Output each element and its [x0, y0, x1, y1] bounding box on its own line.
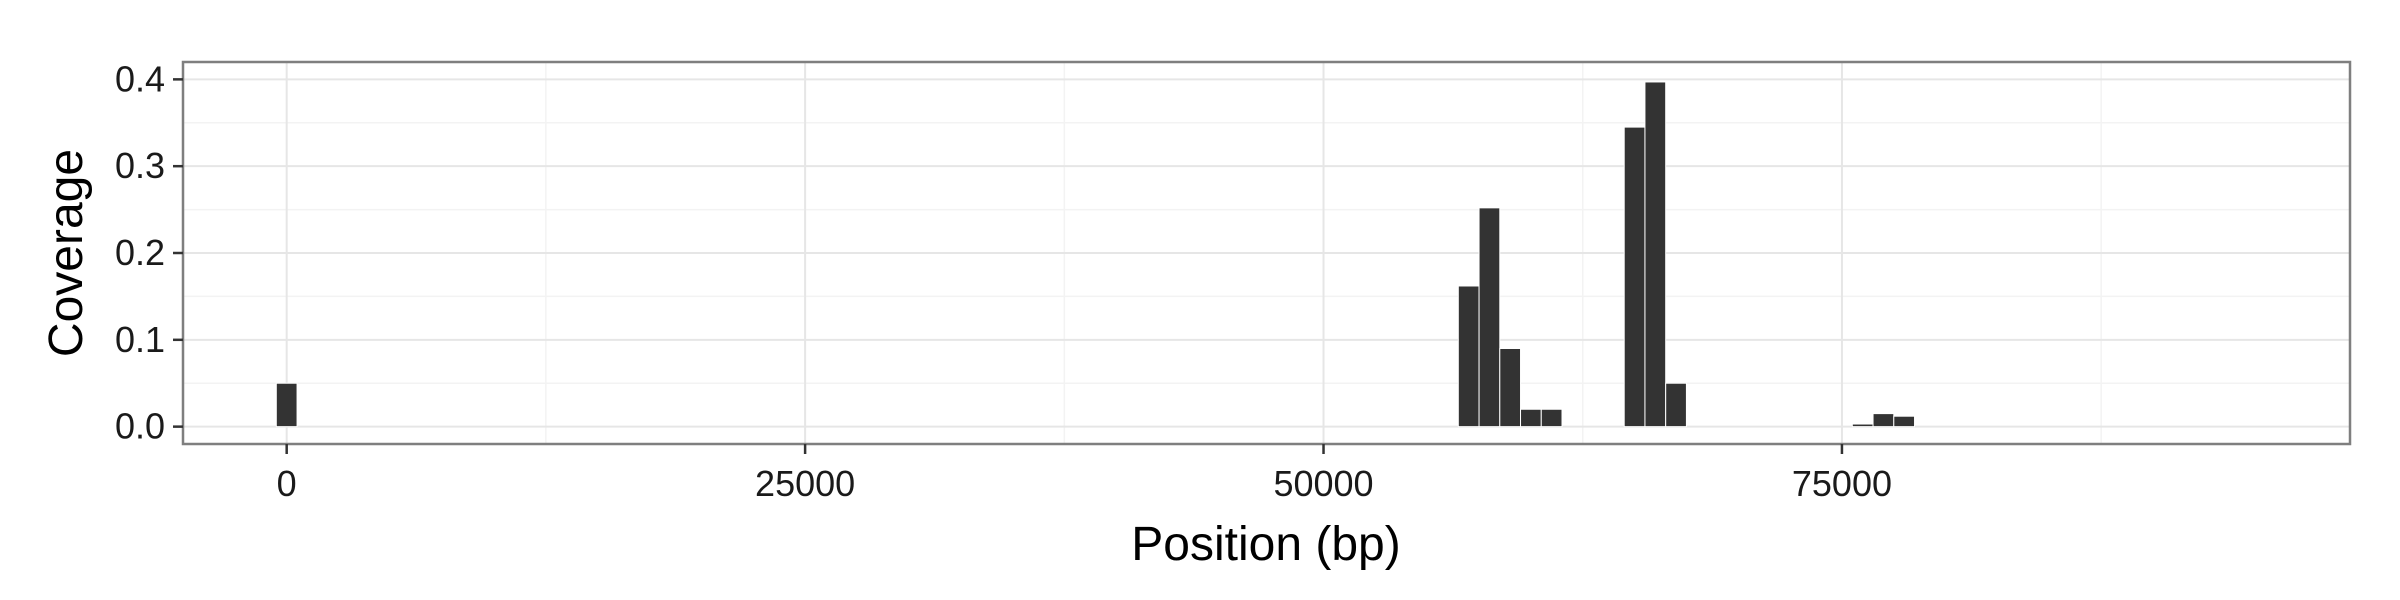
coverage-bar	[1665, 382, 1687, 428]
coverage-bar	[1478, 207, 1501, 428]
y-tick-label: 0.2	[115, 232, 165, 273]
grid-lines	[183, 62, 2350, 444]
coverage-bar	[1499, 348, 1522, 428]
x-tick-label: 75000	[1792, 463, 1892, 504]
y-tick-label: 0.3	[115, 145, 165, 186]
x-axis-title: Position (bp)	[1131, 518, 1400, 571]
coverage-bar	[1872, 413, 1895, 428]
x-axis-tick-labels: 0 25000 50000 75000	[277, 463, 1892, 504]
coverage-bar	[1893, 415, 1916, 428]
coverage-bar	[1457, 285, 1480, 428]
coverage-bar	[1623, 126, 1646, 428]
x-tick-label: 25000	[755, 463, 855, 504]
coverage-bar	[275, 382, 298, 428]
coverage-bar	[1851, 423, 1874, 428]
y-tick-label: 0.0	[115, 406, 165, 447]
bars-group	[275, 81, 1916, 428]
y-axis-title: Coverage	[40, 149, 93, 357]
axis-ticks	[173, 78, 1844, 454]
y-axis-tick-labels: 0.0 0.1 0.2 0.3 0.4	[115, 58, 165, 446]
y-tick-label: 0.4	[115, 58, 165, 99]
x-tick-label: 0	[277, 463, 297, 504]
x-tick-label: 50000	[1273, 463, 1373, 504]
coverage-bar	[1520, 408, 1542, 428]
coverage-bar	[1540, 408, 1563, 428]
y-tick-label: 0.1	[115, 319, 165, 360]
coverage-bar	[1644, 81, 1667, 428]
